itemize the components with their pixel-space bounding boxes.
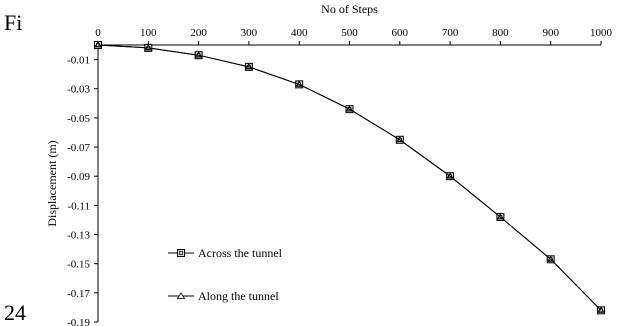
y-tick-label: -0.15 xyxy=(67,259,90,271)
series-layer xyxy=(94,41,605,315)
x-tick-label: 100 xyxy=(140,27,157,39)
series-line-0 xyxy=(97,44,602,311)
y-tick-label: -0.05 xyxy=(67,113,90,125)
legend-marker-triangle xyxy=(176,292,186,299)
x-tick-label: 800 xyxy=(492,27,509,39)
x-tick-label: 300 xyxy=(241,27,258,39)
data-point-triangle xyxy=(245,63,253,70)
data-point-triangle xyxy=(345,105,354,112)
x-tick-label: 200 xyxy=(190,27,207,39)
legend-marker-square xyxy=(177,249,185,257)
x-tick-label: 0 xyxy=(95,27,101,39)
data-point-triangle xyxy=(597,306,605,313)
data-point-triangle xyxy=(546,255,555,262)
legend-label: Along the tunnel xyxy=(198,289,279,303)
y-tick-label: -0.13 xyxy=(67,230,90,242)
data-point-triangle xyxy=(94,41,102,48)
y-tick-label: -0.07 xyxy=(67,142,90,154)
y-tick-label: -0.19 xyxy=(67,317,90,326)
y-tick-label: -0.09 xyxy=(67,171,90,183)
y-tick-label: -0.11 xyxy=(67,200,90,212)
series-line-1 xyxy=(97,44,602,311)
y-tick-label: -0.17 xyxy=(67,288,90,300)
data-point-triangle xyxy=(194,51,203,58)
legend-marker-square-inner xyxy=(179,251,183,255)
legend: Across the tunnel Along the tunnel xyxy=(168,246,283,303)
page-number-fragment: 24 xyxy=(4,300,26,325)
y-ticks: -0.01 -0.03 -0.05 -0.07 -0.09 -0.11 -0.13 -0.15… xyxy=(67,55,98,326)
y-tick-label: -0.01 xyxy=(67,55,90,67)
y-axis-title: Displacement (m) xyxy=(45,140,59,226)
x-tick-label: 700 xyxy=(442,27,459,39)
data-point-triangle xyxy=(496,213,505,220)
data-point-triangle xyxy=(295,80,303,87)
data-point-triangle xyxy=(396,135,404,143)
x-ticks: 0 100 200 300 400 500 600 700 800 900 1000 xyxy=(95,27,613,45)
x-tick-label: 600 xyxy=(392,27,409,39)
x-tick-label: 400 xyxy=(291,27,308,39)
data-point-triangle xyxy=(144,44,153,51)
legend-label: Across the tunnel xyxy=(198,246,283,260)
x-axis-title: No of Steps xyxy=(321,2,378,16)
x-tick-label: 500 xyxy=(341,27,358,39)
x-tick-label: 900 xyxy=(542,27,559,39)
x-tick-label: 1000 xyxy=(590,27,613,39)
y-tick-label: -0.03 xyxy=(67,84,90,96)
page-text-fragment: Fi xyxy=(4,10,23,35)
data-point-triangle xyxy=(446,172,454,179)
